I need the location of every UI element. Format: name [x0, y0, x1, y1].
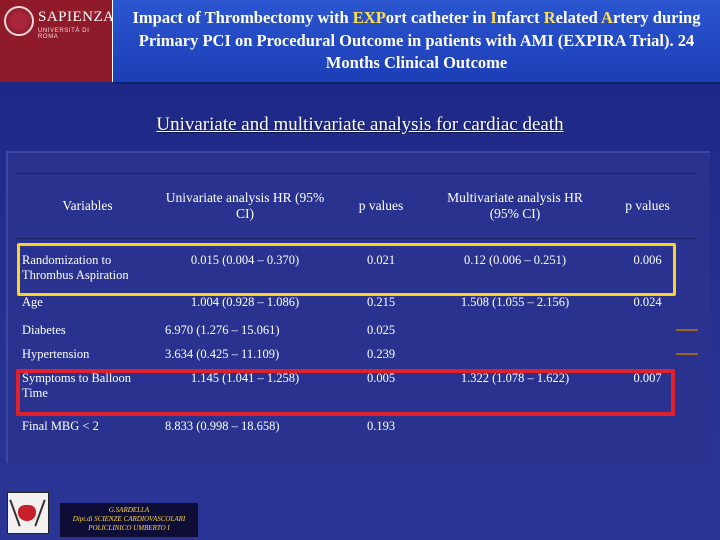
p-univariate-cell: 0.193	[366, 418, 396, 433]
department-logo	[7, 492, 49, 534]
univariate-hr-cell: 8.833 (0.998 – 18.658)	[165, 418, 280, 433]
title-text: Impact of Thrombectomy with	[132, 7, 353, 27]
header-p-multivariate: p values	[599, 173, 696, 239]
header-variables: Variables	[16, 173, 159, 239]
univariate-hr-cell: 1.004 (0.928 – 1.086)	[190, 294, 300, 309]
section-subtitle: Univariate and multivariate analysis for…	[156, 114, 564, 135]
footer-hospital: POLICLINICO UMBERTO I	[88, 523, 170, 532]
footer-credit: G.SARDELLA Dipt.di SCIENZE CARDIOVASCOLA…	[60, 503, 198, 537]
symptoms-highlight-box	[16, 369, 675, 416]
univariate-hr-cell: 6.970 (1.276 – 15.061)	[165, 322, 280, 337]
footer-author: G.SARDELLA	[108, 506, 150, 514]
divider	[676, 353, 698, 355]
variable-cell: Hypertension	[22, 346, 90, 361]
title-text: nfarct	[496, 7, 544, 27]
randomization-highlight-box	[17, 243, 676, 296]
divider	[676, 329, 698, 331]
p-multivariate-cell: 0.006	[633, 253, 662, 267]
p-multivariate-cell	[599, 415, 696, 445]
univariate-hr-cell: 1.145 (1.041 – 1.258)	[190, 370, 300, 385]
univariate-hr-cell: 3.634 (0.425 – 11.109)	[165, 346, 280, 361]
multivariate-hr-cell: 1.322 (1.078 – 1.622)	[460, 370, 570, 385]
title-text: elated	[555, 7, 602, 27]
variable-cell: Randomization to Thrombus Aspiration	[22, 253, 129, 282]
variable-cell: Final MBG < 2	[22, 418, 99, 433]
title-highlight: EXP	[352, 7, 386, 27]
title-text: rtery during Primary PCI on Procedural O…	[138, 7, 701, 73]
header-univariate: Univariate analysis HR (95% CI)	[159, 173, 331, 239]
header-multivariate: Multivariate analysis HR (95% CI)	[431, 173, 599, 239]
seal-icon	[4, 6, 34, 36]
p-univariate-cell: 0.215	[366, 294, 396, 309]
logo-subtitle: UNIVERSITÀ DI ROMA	[38, 28, 90, 40]
title-highlight: I	[490, 7, 497, 27]
multivariate-hr-cell: 1.508 (1.055 – 2.156)	[460, 294, 570, 309]
title-box: Impact of Thrombectomy with EXPort cathe…	[113, 0, 720, 84]
multivariate-hr-cell	[431, 343, 599, 367]
multivariate-hr-cell: 0.12 (0.006 – 0.251)	[463, 253, 567, 267]
multivariate-hr-cell	[431, 319, 599, 343]
title-highlight: R	[543, 7, 556, 27]
table-row: Age 1.004 (0.928 – 1.086) 0.215 1.508 (1…	[16, 291, 696, 319]
table-row: Final MBG < 2 8.833 (0.998 – 18.658) 0.1…	[16, 415, 696, 445]
table-row: Symptoms to Balloon Time 1.145 (1.041 – …	[16, 367, 696, 415]
p-univariate-cell: 0.005	[366, 370, 396, 385]
university-logo: SAPIENZA UNIVERSITÀ DI ROMA	[0, 0, 115, 82]
logo-name: SAPIENZA	[38, 9, 115, 25]
p-multivariate-cell: 0.024	[633, 294, 662, 309]
p-multivariate-cell: 0.007	[633, 370, 662, 385]
variable-cell: Age	[22, 294, 43, 309]
p-univariate-cell: 0.025	[366, 322, 396, 337]
table-row: Randomization to Thrombus Aspiration 0.0…	[16, 239, 696, 291]
multivariate-hr-cell	[431, 415, 599, 445]
title-highlight: A	[601, 7, 613, 27]
footer-department: Dipt.di SCIENZE CARDIOVASCOLARI	[72, 514, 186, 523]
heart-icon	[18, 505, 36, 521]
univariate-hr-cell: 0.015 (0.004 – 0.370)	[190, 253, 300, 267]
table-header-row: Variables Univariate analysis HR (95% CI…	[16, 173, 696, 239]
variable-cell: Symptoms to Balloon Time	[22, 370, 132, 400]
p-univariate-cell: 0.239	[366, 346, 396, 361]
table-row: Diabetes 6.970 (1.276 – 15.061) 0.025	[16, 319, 696, 343]
title-text: ort catheter in	[385, 7, 491, 27]
header-p-univariate: p values	[331, 173, 431, 239]
variable-cell: Diabetes	[22, 322, 66, 337]
p-univariate-cell: 0.021	[366, 253, 396, 267]
results-table: Variables Univariate analysis HR (95% CI…	[16, 173, 696, 445]
header-bar: SAPIENZA UNIVERSITÀ DI ROMA Impact of Th…	[0, 0, 720, 84]
slide-title: Impact of Thrombectomy with EXPort cathe…	[122, 7, 712, 75]
table-row: Hypertension 3.634 (0.425 – 11.109) 0.23…	[16, 343, 696, 367]
